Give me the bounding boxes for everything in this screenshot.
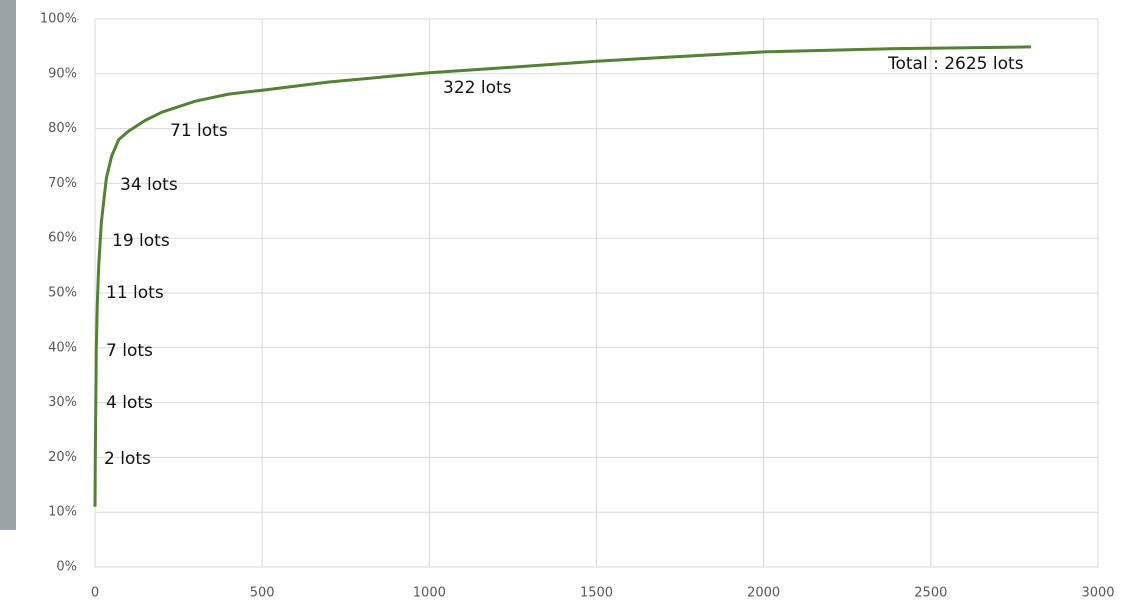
annotation: Total : 2625 lots (887, 54, 1024, 74)
x-tick-label: 3000 (1081, 586, 1114, 601)
annotation: 2 lots (104, 449, 151, 469)
x-tick-label: 500 (250, 586, 275, 601)
x-tick-label: 2500 (914, 586, 947, 601)
y-tick-label: 70% (48, 176, 77, 191)
line-series (95, 47, 1031, 507)
y-tick-label: 0% (56, 560, 77, 575)
annotation: 19 lots (112, 231, 170, 251)
y-tick-label: 40% (48, 340, 77, 355)
y-tick-label: 20% (48, 450, 77, 465)
y-tick-label: 10% (48, 505, 77, 520)
x-tick-label: 0 (91, 586, 99, 601)
y-tick-label: 30% (48, 395, 77, 410)
annotation: 34 lots (120, 175, 178, 195)
annotation: 4 lots (106, 393, 153, 413)
y-tick-label: 80% (48, 121, 77, 136)
chart: 0% 10% 20% 30% 40% 50% 60% 70% 80% 90% 100% 0 500 100… (0, 0, 1138, 607)
x-tick-label: 1500 (580, 586, 613, 601)
annotation: 322 lots (443, 78, 512, 98)
annotation: 7 lots (106, 341, 153, 361)
annotation: 71 lots (170, 121, 228, 141)
background-photo-strip (0, 0, 16, 530)
x-tick-label: 1000 (413, 586, 446, 601)
y-tick-label: 90% (48, 66, 77, 81)
y-tick-label: 60% (48, 231, 77, 246)
annotation: 11 lots (106, 283, 164, 303)
y-tick-label: 100% (40, 12, 77, 27)
x-tick-label: 2000 (747, 586, 780, 601)
y-tick-label: 50% (48, 286, 77, 301)
